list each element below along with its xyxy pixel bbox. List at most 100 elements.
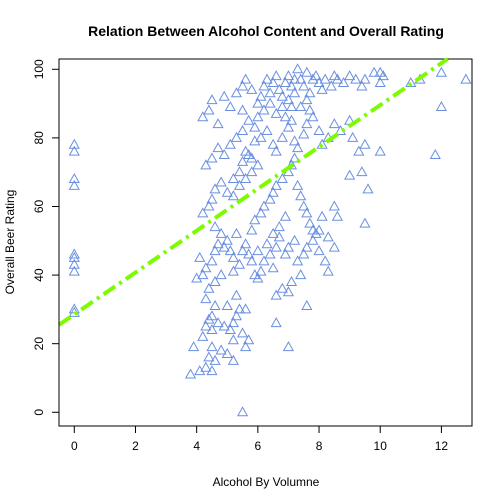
data-point	[264, 193, 276, 204]
data-point	[252, 159, 264, 170]
data-point	[206, 310, 218, 321]
data-point	[307, 234, 319, 245]
x-axis-label: Alcohol By Volumne	[213, 475, 320, 489]
data-point	[230, 131, 243, 142]
data-point	[267, 186, 279, 197]
data-point	[322, 231, 334, 242]
data-point	[270, 145, 282, 156]
data-point	[227, 173, 239, 184]
data-point	[258, 200, 270, 211]
data-point	[270, 289, 282, 300]
data-point	[255, 265, 267, 276]
data-point	[368, 66, 380, 77]
data-point	[350, 73, 362, 84]
data-point	[206, 341, 218, 352]
data-point	[460, 73, 472, 84]
data-point	[246, 255, 258, 266]
data-point	[298, 248, 310, 259]
data-point	[285, 159, 298, 170]
data-point	[209, 299, 221, 310]
data-point	[264, 97, 276, 108]
data-point	[215, 227, 227, 238]
data-point	[236, 327, 249, 338]
data-point	[301, 207, 313, 218]
data-point	[292, 255, 304, 266]
data-point	[301, 241, 313, 252]
data-point	[236, 104, 249, 115]
x-tick-label: 0	[71, 439, 78, 453]
data-point	[218, 90, 230, 101]
y-tick-label: 60	[32, 199, 46, 213]
data-point	[270, 241, 282, 252]
data-point	[292, 142, 304, 153]
data-point	[316, 210, 328, 221]
data-point	[206, 365, 218, 376]
data-point	[347, 131, 359, 142]
data-point	[255, 207, 267, 218]
data-point	[307, 111, 319, 122]
data-point	[261, 125, 273, 136]
data-point	[230, 310, 243, 321]
data-point	[243, 248, 255, 259]
data-point	[206, 193, 218, 204]
data-point	[270, 70, 282, 81]
data-point	[285, 100, 298, 112]
data-point	[68, 145, 80, 156]
data-point	[285, 80, 298, 91]
data-point	[184, 368, 197, 379]
data-point	[200, 320, 212, 331]
data-point	[236, 245, 249, 256]
x-tick-label: 4	[193, 439, 200, 453]
data-point	[215, 344, 227, 355]
data-point	[282, 121, 295, 132]
data-point	[328, 200, 340, 211]
data-point	[246, 83, 258, 94]
data-point	[212, 142, 224, 153]
data-point	[304, 217, 316, 228]
data-point	[227, 317, 239, 328]
data-point	[298, 128, 310, 139]
data-point	[230, 87, 243, 98]
data-point	[328, 241, 340, 252]
data-point	[215, 269, 227, 280]
data-point	[359, 217, 371, 228]
data-point	[429, 149, 441, 160]
data-point	[197, 269, 209, 280]
data-point	[233, 258, 246, 269]
data-point	[359, 73, 371, 84]
chart-title: Relation Between Alcohol Content and Ove…	[88, 23, 444, 39]
data-point	[288, 234, 301, 245]
data-point	[230, 227, 243, 238]
data-point	[252, 272, 264, 283]
data-point	[316, 83, 328, 94]
data-point	[337, 76, 350, 88]
x-tick-label: 6	[255, 439, 262, 453]
data-point	[288, 152, 301, 163]
y-axis: 0 20 40 60 80 100	[32, 59, 60, 416]
data-point	[362, 183, 374, 194]
data-points	[68, 63, 472, 417]
data-point	[270, 317, 282, 328]
data-point	[240, 173, 252, 184]
data-point	[264, 248, 276, 259]
data-point	[203, 313, 215, 324]
data-point	[218, 149, 230, 160]
data-point	[273, 83, 285, 94]
y-tick-label: 20	[32, 337, 46, 351]
x-tick-label: 12	[435, 439, 449, 453]
data-point	[203, 351, 215, 362]
data-point	[68, 179, 80, 190]
data-point	[282, 286, 295, 297]
data-point	[304, 104, 316, 115]
data-point	[246, 152, 258, 163]
data-point	[325, 80, 337, 91]
data-point	[68, 265, 80, 276]
data-point	[200, 361, 212, 372]
data-point	[353, 145, 365, 156]
data-point	[200, 159, 212, 170]
data-point	[377, 70, 389, 81]
data-point	[285, 275, 298, 286]
data-point	[295, 73, 307, 84]
data-point	[206, 152, 218, 163]
